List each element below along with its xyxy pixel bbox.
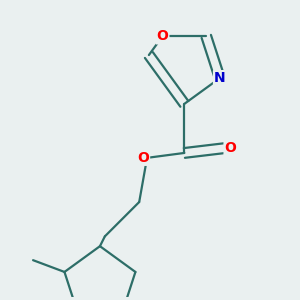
- Text: N: N: [214, 71, 226, 85]
- Text: O: O: [137, 151, 149, 165]
- Text: O: O: [157, 29, 168, 44]
- Text: O: O: [224, 141, 236, 155]
